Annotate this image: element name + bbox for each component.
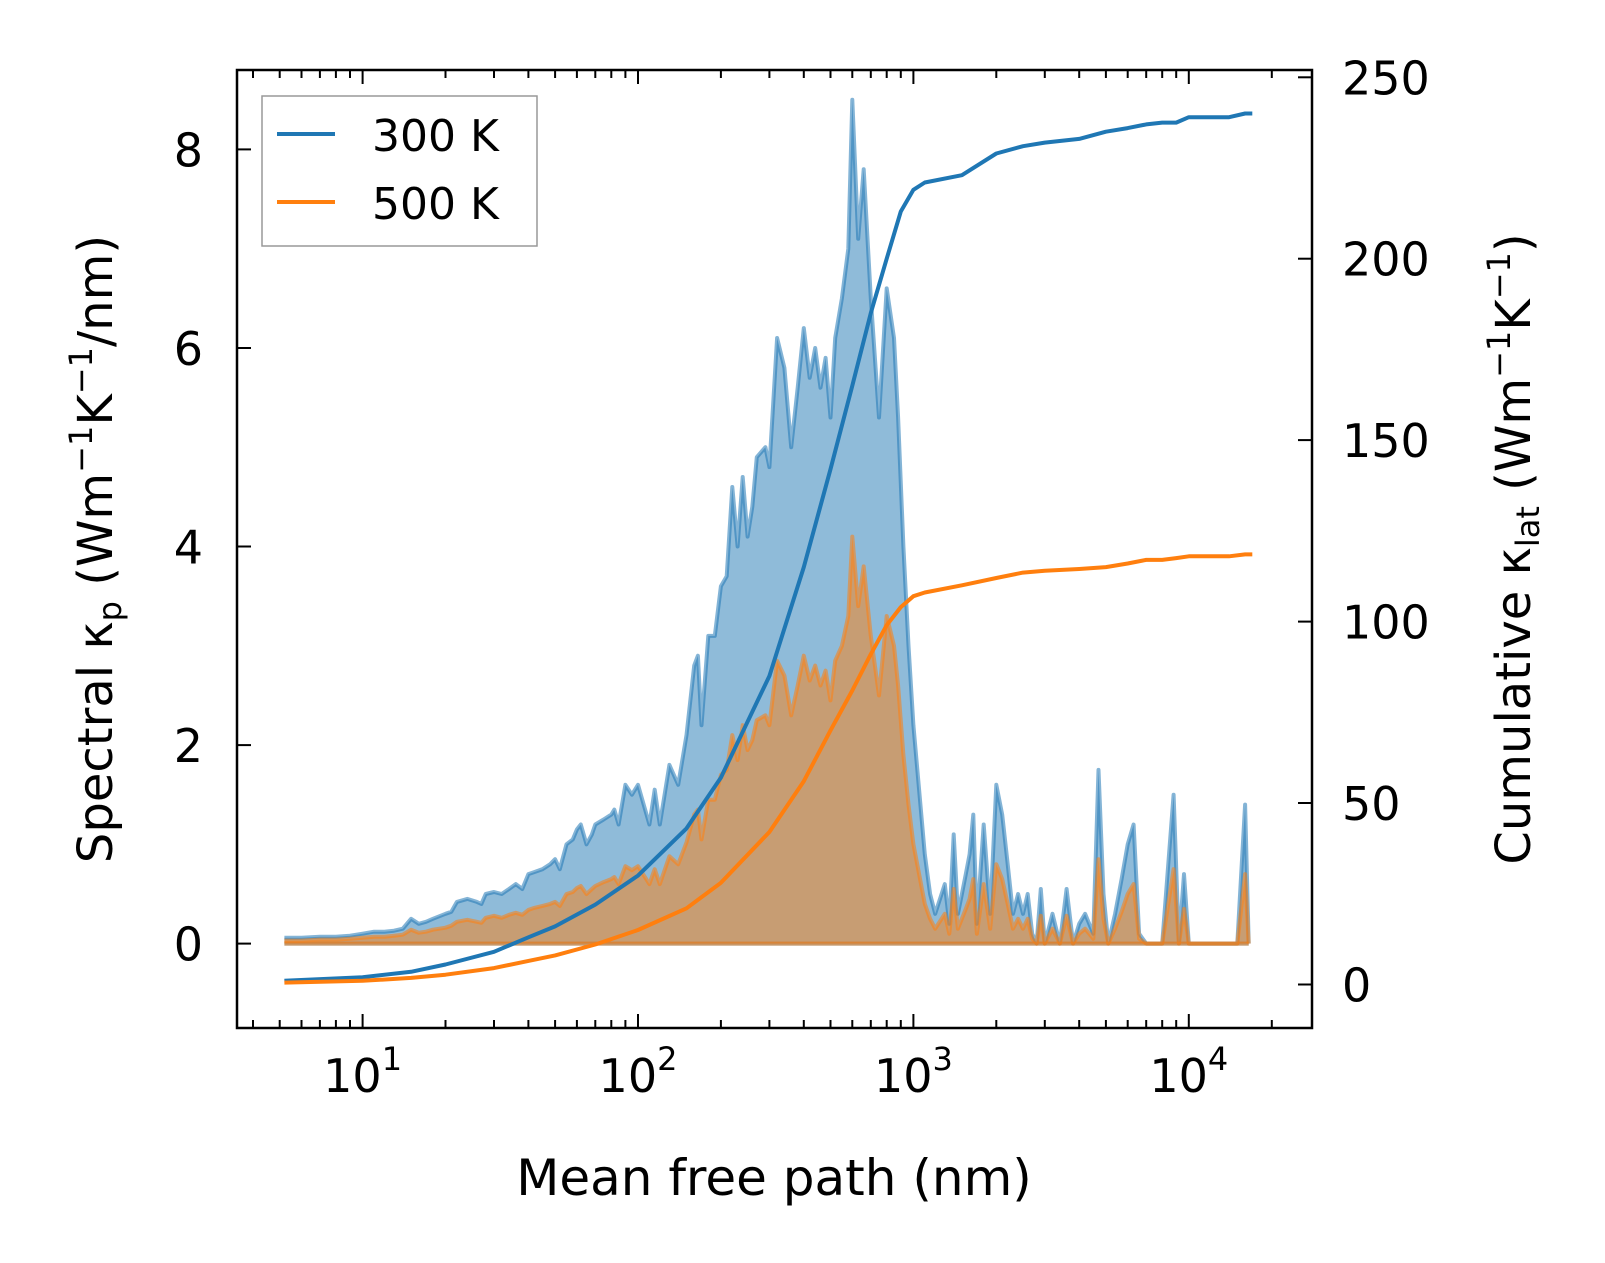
legend-box — [261, 95, 538, 247]
y-right-tick-label: 250 — [1342, 51, 1430, 105]
cumulative-line-500k — [284, 552, 1253, 985]
spectral-edge-500k — [284, 534, 1251, 946]
y-right-tick-label: 0 — [1342, 959, 1371, 1013]
x-tick-label: 104 — [1149, 1040, 1228, 1103]
y-axis-left-label: Spectral κp (Wm−1K−1/nm) — [62, 235, 129, 863]
y-left-tick-label: 2 — [174, 719, 203, 773]
y-axis-right: 0 50 100 150 200 250 — [1298, 51, 1430, 1013]
spectral-edge-300k — [284, 97, 1251, 946]
cumulative-line-300k — [284, 111, 1253, 983]
y-right-tick-label: 150 — [1342, 414, 1430, 468]
legend-label-300k: 300 K — [372, 111, 500, 162]
spectral-fill-500k — [284, 536, 1249, 944]
y-axis-right-label: Cumulative κlat (Wm−1K−1) — [1480, 233, 1547, 864]
spectral-fills — [284, 97, 1251, 946]
y-right-tick-label: 200 — [1342, 233, 1430, 287]
y-left-tick-label: 6 — [174, 322, 203, 376]
x-axis: 101 102 103 104 — [252, 70, 1273, 1103]
y-right-tick-label: 50 — [1342, 777, 1401, 831]
y-axis-left: 0 2 4 6 8 — [174, 123, 251, 972]
y-left-tick-label: 4 — [174, 521, 203, 575]
plot-area — [284, 97, 1253, 985]
plot-frame — [235, 68, 1314, 1030]
y-left-tick-label: 8 — [174, 123, 203, 177]
x-tick-label: 101 — [323, 1040, 402, 1103]
x-tick-label: 102 — [599, 1040, 678, 1103]
y-left-tick-label: 0 — [174, 918, 203, 972]
x-tick-label: 103 — [874, 1040, 953, 1103]
x-axis-label: Mean free path (nm) — [516, 1149, 1032, 1207]
legend: 300 K 500 K — [261, 95, 538, 247]
legend-label-500k: 500 K — [372, 179, 500, 230]
cumulative-lines — [284, 111, 1253, 985]
y-right-tick-label: 100 — [1342, 596, 1430, 650]
spectral-fill-300k — [284, 99, 1249, 944]
